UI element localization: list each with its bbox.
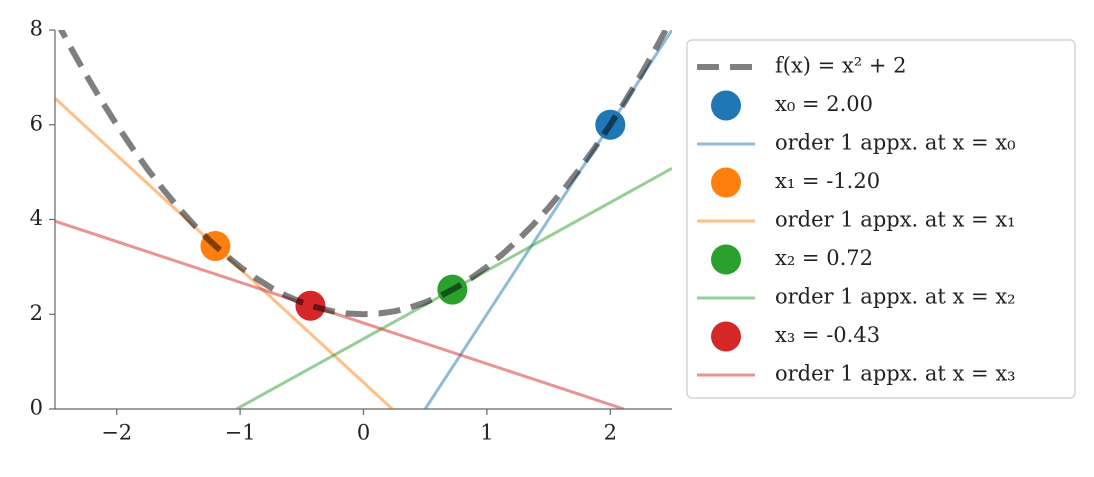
y-tick-label: 8 <box>30 17 43 41</box>
legend-label: x₃ = -0.43 <box>775 323 880 347</box>
y-tick-label: 2 <box>30 301 43 325</box>
legend-marker <box>711 321 741 352</box>
tangent-line <box>423 30 672 409</box>
point <box>295 290 326 321</box>
tangent-line <box>55 219 625 409</box>
legend-marker <box>711 90 741 121</box>
legend-label: f(x) = x² + 2 <box>775 54 907 78</box>
legend-label: x₀ = 2.00 <box>775 92 873 116</box>
legend-label: order 1 appx. at x = x₀ <box>775 131 1016 155</box>
legend-label: order 1 appx. at x = x₁ <box>775 208 1016 232</box>
x-tick-label: 1 <box>480 421 493 445</box>
function-curve <box>57 30 670 318</box>
plot-area <box>55 30 672 409</box>
legend-marker <box>711 244 741 275</box>
legend-label: x₂ = 0.72 <box>775 246 873 270</box>
legend-label: order 1 appx. at x = x₃ <box>775 362 1016 386</box>
y-tick-label: 4 <box>30 206 43 230</box>
x-tick-label: 2 <box>604 421 617 445</box>
y-tick-label: 6 <box>30 111 43 135</box>
x-tick-label: 0 <box>357 421 370 445</box>
x-tick-label: −1 <box>225 421 256 445</box>
legend-marker <box>711 167 741 198</box>
legend-label: x₁ = -1.20 <box>775 169 880 193</box>
legend <box>686 39 1076 399</box>
x-tick-label: −2 <box>101 421 132 445</box>
legend-label: order 1 appx. at x = x₂ <box>775 285 1016 309</box>
y-tick-label: 0 <box>30 396 43 420</box>
